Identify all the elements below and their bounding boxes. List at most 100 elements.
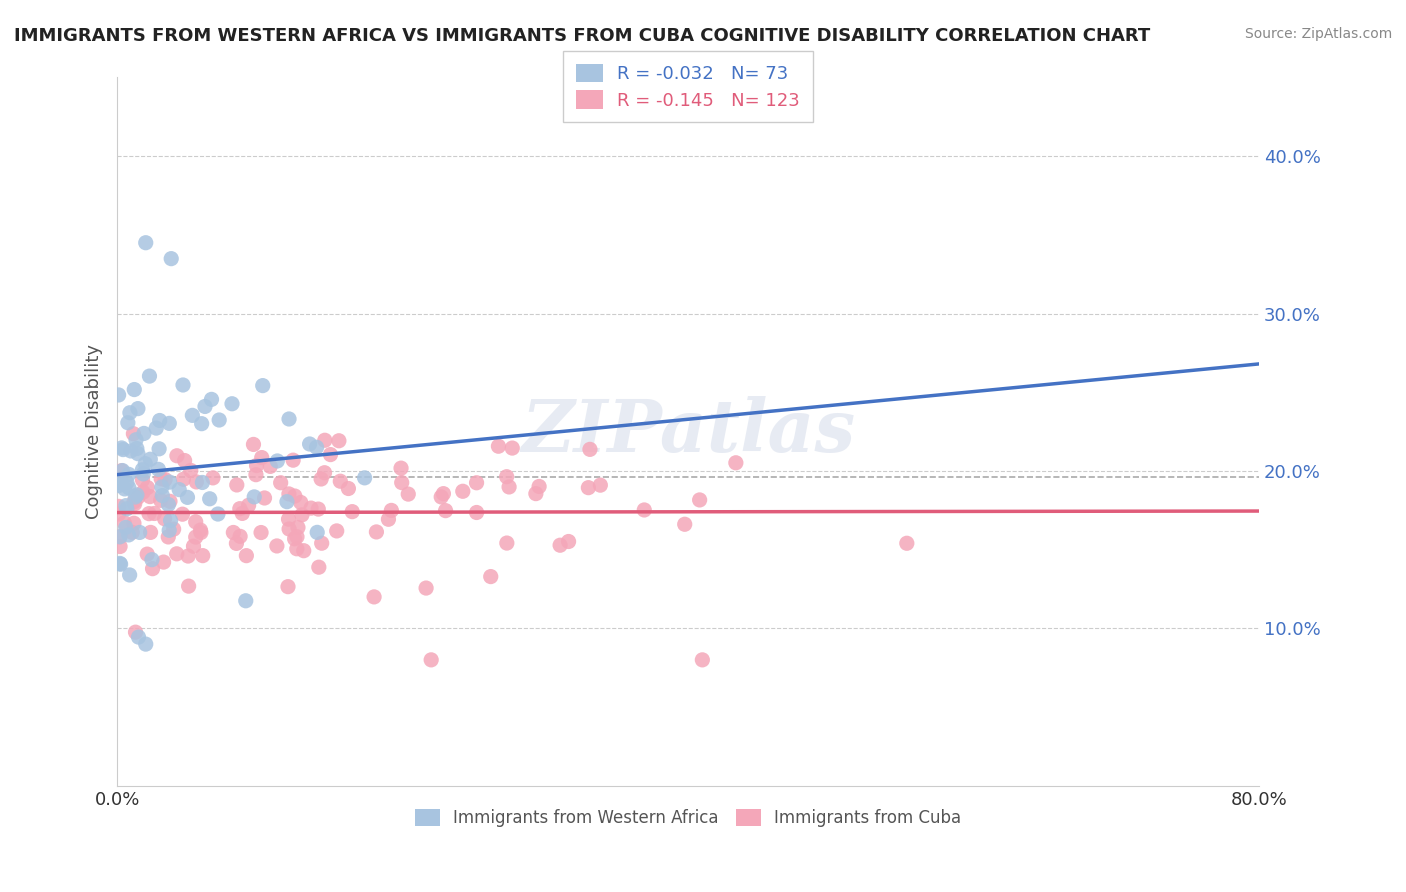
Point <box>309 472 332 486</box>
Point <box>495 536 517 550</box>
Point <box>314 434 336 448</box>
Point <box>380 503 402 517</box>
Point <box>166 449 188 463</box>
Point <box>342 505 364 519</box>
Point <box>266 539 288 553</box>
Point <box>225 536 247 550</box>
Point <box>162 522 184 536</box>
Point <box>150 472 173 486</box>
Point <box>589 478 612 492</box>
Point <box>207 507 229 521</box>
Point <box>124 497 146 511</box>
Point <box>121 525 143 540</box>
Point <box>190 525 212 540</box>
Point <box>118 568 141 582</box>
Point <box>181 409 204 423</box>
Point <box>465 475 488 490</box>
Point <box>108 557 131 571</box>
Point <box>110 441 132 455</box>
Point <box>177 549 200 563</box>
Point <box>157 530 180 544</box>
Point <box>150 489 173 503</box>
Point <box>200 392 222 407</box>
Point <box>290 495 312 509</box>
Point <box>112 442 135 457</box>
Point <box>278 522 301 536</box>
Point <box>305 440 328 454</box>
Point <box>245 458 267 473</box>
Point <box>314 466 336 480</box>
Point <box>108 478 131 492</box>
Point <box>124 490 146 504</box>
Point <box>153 473 176 487</box>
Point <box>221 397 243 411</box>
Point <box>190 417 212 431</box>
Point <box>329 474 352 488</box>
Point <box>115 475 138 490</box>
Point <box>235 594 257 608</box>
Point <box>124 383 146 397</box>
Point <box>242 437 264 451</box>
Point <box>114 520 136 534</box>
Point <box>148 442 170 456</box>
Point <box>284 489 307 503</box>
Point <box>107 500 129 514</box>
Point <box>184 515 207 529</box>
Point <box>132 485 155 500</box>
Point <box>167 483 190 497</box>
Point <box>292 543 315 558</box>
Point <box>307 525 329 540</box>
Point <box>172 472 194 486</box>
Point <box>135 637 157 651</box>
Point <box>270 475 292 490</box>
Point <box>724 456 747 470</box>
Point <box>548 538 571 552</box>
Point <box>110 558 132 572</box>
Point <box>127 447 149 461</box>
Point <box>153 512 176 526</box>
Point <box>136 481 159 495</box>
Point <box>524 486 547 500</box>
Point <box>432 486 454 500</box>
Point <box>120 444 142 458</box>
Point <box>366 524 388 539</box>
Point <box>633 503 655 517</box>
Point <box>127 401 149 416</box>
Point <box>250 450 273 465</box>
Point <box>143 507 166 521</box>
Point <box>353 471 375 485</box>
Point <box>157 523 180 537</box>
Point <box>157 417 180 431</box>
Point <box>139 452 162 467</box>
Point <box>152 555 174 569</box>
Y-axis label: Cognitive Disability: Cognitive Disability <box>86 344 103 519</box>
Point <box>114 482 136 496</box>
Point <box>501 441 523 455</box>
Point <box>141 552 163 566</box>
Point <box>108 530 131 544</box>
Point <box>576 481 599 495</box>
Point <box>278 412 301 426</box>
Point <box>276 494 298 508</box>
Point <box>488 439 510 453</box>
Point <box>277 580 299 594</box>
Point <box>173 453 195 467</box>
Point <box>527 479 550 493</box>
Text: IMMIGRANTS FROM WESTERN AFRICA VS IMMIGRANTS FROM CUBA COGNITIVE DISABILITY CORR: IMMIGRANTS FROM WESTERN AFRICA VS IMMIGR… <box>14 27 1150 45</box>
Point <box>557 534 579 549</box>
Point <box>190 523 212 537</box>
Point <box>139 490 162 504</box>
Point <box>183 539 205 553</box>
Point <box>308 560 330 574</box>
Point <box>238 498 260 512</box>
Point <box>115 501 138 516</box>
Point <box>284 532 307 546</box>
Point <box>150 480 173 494</box>
Point <box>160 252 183 266</box>
Point <box>111 464 134 478</box>
Point <box>110 475 132 490</box>
Point <box>259 459 281 474</box>
Point <box>139 525 162 540</box>
Point <box>465 506 488 520</box>
Point <box>245 467 267 482</box>
